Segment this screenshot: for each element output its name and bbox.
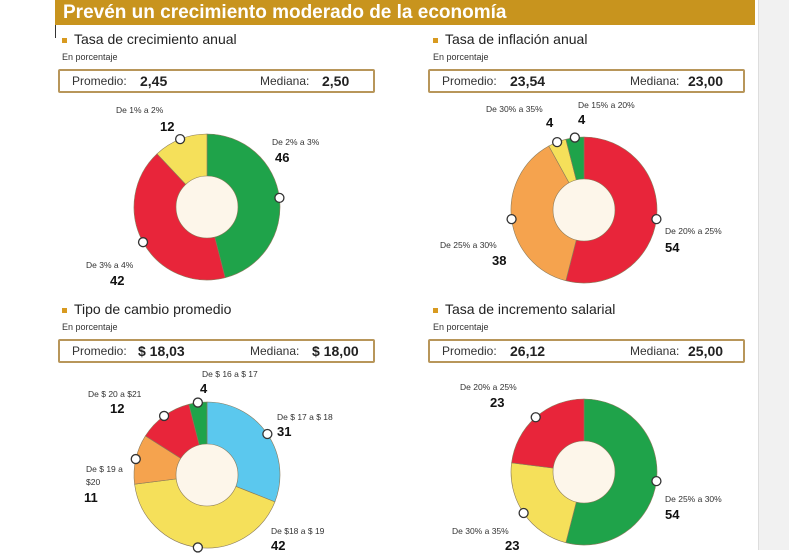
promedio-label: Promedio: (442, 344, 497, 358)
slice-value: 23 (505, 538, 520, 553)
slice-label: De 15% a 20% (578, 100, 635, 110)
promedio-value: 26,12 (510, 343, 546, 359)
slice-marker (274, 192, 285, 204)
panel-subtitle: En porcentaje (62, 322, 118, 332)
promedio-value: 2,45 (140, 73, 168, 89)
slice-value: 42 (110, 273, 125, 288)
donut-hole (175, 443, 239, 507)
mediana-value: 25,00 (688, 343, 724, 359)
slice-label: De 1% a 2% (116, 105, 164, 115)
stats-box: Promedio: 26,12 Mediana: 25,00 (428, 339, 745, 363)
slice-value: 46 (275, 150, 290, 165)
slice-label: De 30% a 35% (452, 526, 509, 536)
slice-marker (192, 397, 204, 408)
slice-marker (518, 507, 529, 519)
slice-value: 54 (665, 240, 680, 255)
slice-marker (262, 428, 273, 440)
slice-marker (130, 453, 141, 465)
slice-marker (506, 213, 517, 225)
slice-label: De 3% a 4% (86, 260, 134, 270)
mediana-value: $ 18,00 (312, 343, 359, 359)
slice-label: De 2% a 3% (272, 137, 320, 147)
slice-label: De 20% a 25% (665, 226, 722, 236)
panel-title: Tasa de inflación anual (433, 31, 587, 47)
mediana-label: Mediana: (260, 74, 310, 88)
slice-marker (192, 542, 204, 553)
page-border (758, 0, 789, 550)
slice-marker (174, 133, 186, 145)
slice-label: De $ 19 a $20 (86, 464, 123, 487)
donut-hole (552, 440, 616, 504)
slice-label: De 30% a 35% (486, 104, 543, 114)
slice-label: De $ 16 a $ 17 (202, 369, 258, 379)
panel-title: Tasa de crecimiento anual (62, 31, 237, 47)
promedio-value: 23,54 (510, 73, 546, 89)
promedio-label: Promedio: (72, 344, 127, 358)
donut-hole (552, 178, 616, 242)
panel-title: Tasa de incremento salarial (433, 301, 615, 317)
slice-marker (158, 410, 170, 422)
slice-value: 42 (271, 538, 286, 553)
slice-marker (651, 213, 662, 225)
donut-chart (130, 397, 281, 553)
mediana-value: 23,00 (688, 73, 724, 89)
mediana-value: 2,50 (322, 73, 350, 89)
panel-title: Tipo de cambio promedio (62, 301, 231, 317)
mediana-label: Mediana: (630, 344, 680, 358)
slice-marker (551, 136, 563, 148)
slice-marker (137, 237, 149, 248)
stats-box: Promedio: $ 18,03 Mediana: $ 18,00 (58, 339, 375, 363)
slice-label: De $ 17 a $ 18 (277, 412, 333, 422)
promedio-label: Promedio: (442, 74, 497, 88)
panel-subtitle: En porcentaje (433, 52, 489, 62)
slice-marker (569, 132, 581, 143)
infographic-title: Prevén un crecimiento moderado de la eco… (55, 0, 755, 25)
slice-label: De 20% a 25% (460, 382, 517, 392)
slice-value: 12 (160, 119, 175, 134)
slice-value: 4 (200, 381, 208, 396)
stats-box: Promedio: 23,54 Mediana: 23,00 (428, 69, 745, 93)
slice-value: 38 (492, 253, 507, 268)
slice-label: De $18 a $ 19 (271, 526, 325, 536)
slice-value: 23 (490, 395, 505, 410)
mediana-label: Mediana: (250, 344, 300, 358)
slice-value: 4 (578, 112, 586, 127)
donut-hole (175, 175, 239, 239)
slice-value: 54 (665, 507, 680, 522)
slice-marker (530, 412, 541, 423)
mediana-label: Mediana: (630, 74, 680, 88)
donut-chart (510, 398, 662, 546)
panel-subtitle: En porcentaje (433, 322, 489, 332)
panel-subtitle: En porcentaje (62, 52, 118, 62)
slice-value: 4 (546, 115, 554, 130)
slice-marker (651, 475, 662, 487)
donut-chart (506, 132, 662, 284)
slice-value: 11 (84, 490, 98, 505)
slice-label: De 25% a 30% (665, 494, 722, 504)
stats-box: Promedio: 2,45 Mediana: 2,50 (58, 69, 375, 93)
donut-chart (133, 133, 285, 281)
slice-value: 12 (110, 401, 125, 416)
slice-label: De $ 20 a $21 (88, 389, 142, 399)
slice-value: 31 (277, 424, 292, 439)
promedio-label: Promedio: (72, 74, 127, 88)
promedio-value: $ 18,03 (138, 343, 185, 359)
slice-label: De 25% a 30% (440, 240, 497, 250)
